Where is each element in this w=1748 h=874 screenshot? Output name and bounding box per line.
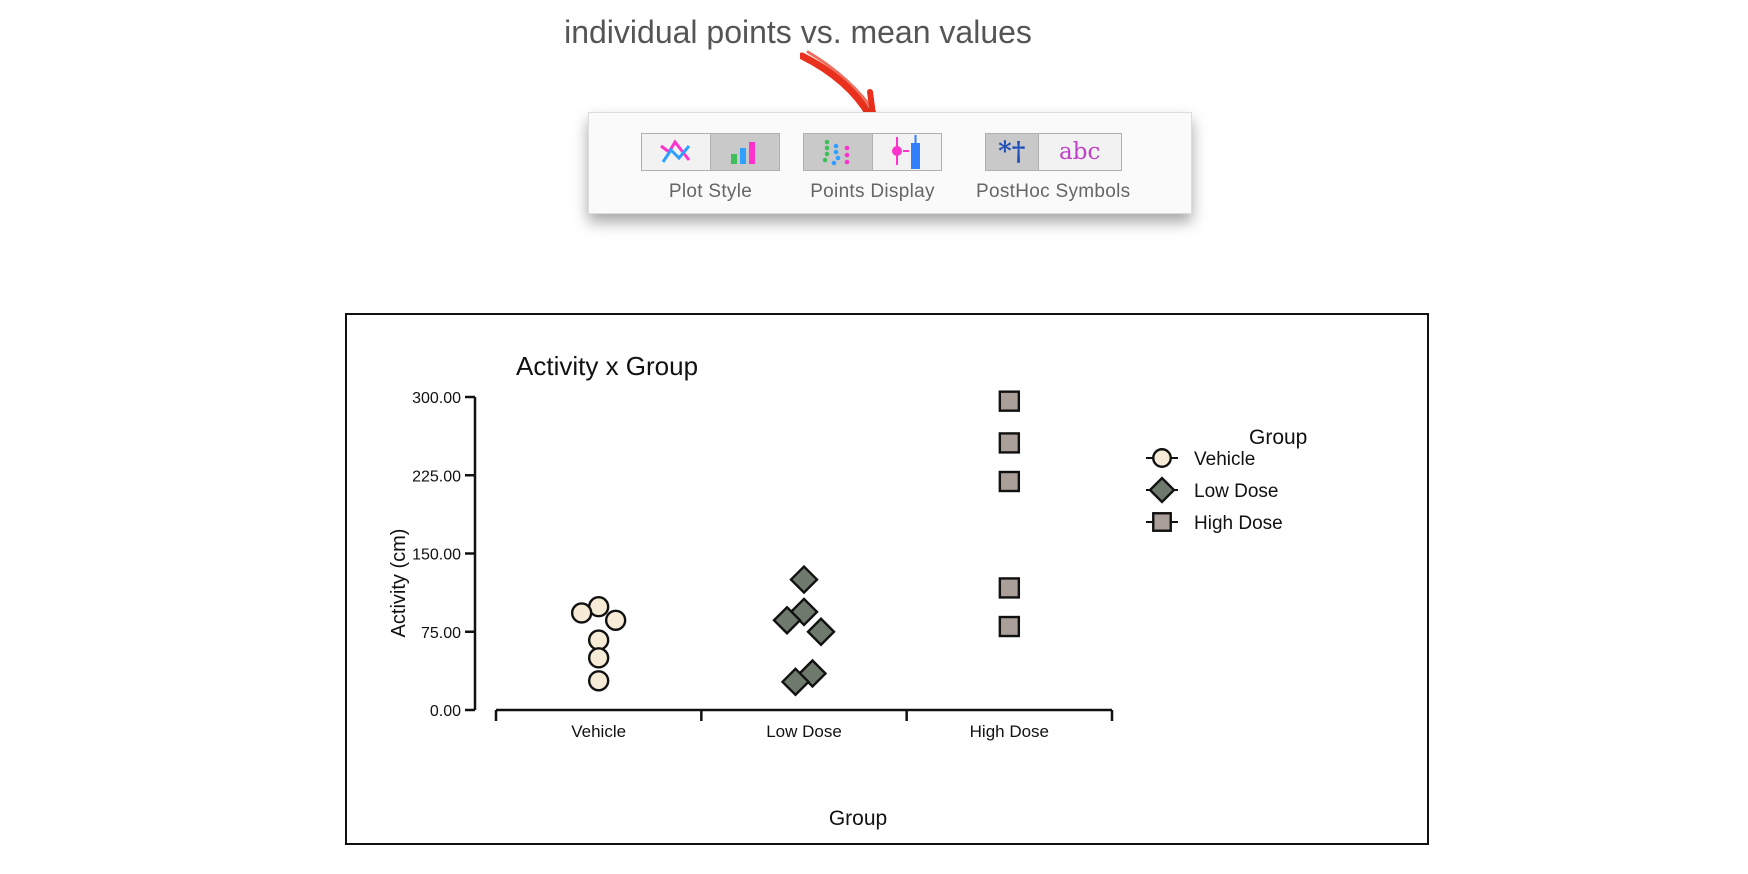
plot-toolbar: Plot Style	[588, 112, 1192, 214]
y-tick-label: 0.00	[430, 703, 461, 720]
x-axis-label: Group	[829, 807, 887, 830]
plot-style-label: Plot Style	[668, 181, 753, 202]
asterisk-dagger-icon: *†	[998, 137, 1026, 167]
points-display-segmented-control	[803, 133, 942, 171]
data-point-low-dose	[772, 605, 802, 635]
data-point-high-dose	[998, 432, 1021, 454]
mean-values-icon	[892, 135, 920, 169]
y-tick-label: 300.00	[412, 390, 461, 407]
legend-marker-vehicle	[1152, 448, 1172, 468]
y-tick-label: 150.00	[412, 547, 461, 564]
points-display-label: Points Display	[810, 181, 935, 202]
data-point-low-dose	[789, 564, 819, 595]
legend-label-low-dose: Low Dose	[1194, 481, 1279, 502]
x-tick-label: High Dose	[970, 722, 1049, 741]
line-plot-icon	[660, 139, 691, 163]
x-tick-label: Vehicle	[571, 722, 626, 741]
data-point-vehicle	[587, 629, 610, 651]
legend-marker-low-dose	[1148, 476, 1176, 504]
x-tick-label: Low Dose	[766, 722, 842, 741]
legend-title: Group	[1249, 426, 1307, 449]
y-axis-label: Activity (cm)	[388, 529, 410, 638]
data-point-high-dose	[998, 390, 1021, 412]
data-point-vehicle	[604, 609, 627, 631]
posthoc-symbols-segmented-control: *† abc	[984, 133, 1122, 171]
asterisk-dagger-button[interactable]: *†	[985, 134, 1038, 170]
line-plot-button[interactable]	[642, 134, 710, 170]
legend-label-vehicle: Vehicle	[1194, 449, 1255, 470]
data-point-vehicle	[587, 670, 610, 692]
letters-icon: abc	[1059, 139, 1101, 165]
data-point-high-dose	[998, 577, 1021, 599]
data-point-vehicle	[587, 647, 610, 669]
points-display-group: Points Display	[803, 133, 942, 203]
legend-marker-high-dose	[1152, 512, 1172, 532]
bar-plot-icon	[731, 142, 755, 164]
posthoc-symbols-label: PostHoc Symbols	[976, 181, 1131, 202]
data-point-vehicle	[570, 602, 593, 624]
data-point-high-dose	[998, 470, 1021, 493]
chart-frame: Activity x Group Activity (cm) Group Gro…	[345, 313, 1429, 845]
posthoc-symbols-group: *† abc PostHoc Symbols	[976, 133, 1130, 203]
y-tick-label: 225.00	[412, 468, 461, 485]
y-tick-label: 75.00	[421, 625, 461, 642]
plot-style-segmented-control	[641, 133, 780, 171]
letters-button[interactable]: abc	[1037, 134, 1121, 170]
data-point-low-dose	[780, 667, 811, 697]
data-point-low-dose	[806, 617, 836, 647]
legend-label-high-dose: High Dose	[1194, 513, 1283, 534]
individual-points-icon	[822, 139, 850, 166]
plot-style-group: Plot Style	[641, 133, 780, 203]
bar-plot-button[interactable]	[710, 134, 779, 170]
activity-scatter-chart: Activity x Group Activity (cm) Group Gro…	[388, 351, 1307, 830]
individual-points-button[interactable]	[804, 134, 872, 170]
mean-values-button[interactable]	[872, 134, 941, 170]
annotation-headline: individual points vs. mean values	[564, 14, 1032, 50]
data-point-high-dose	[998, 615, 1021, 638]
chart-title: Activity x Group	[516, 351, 698, 381]
